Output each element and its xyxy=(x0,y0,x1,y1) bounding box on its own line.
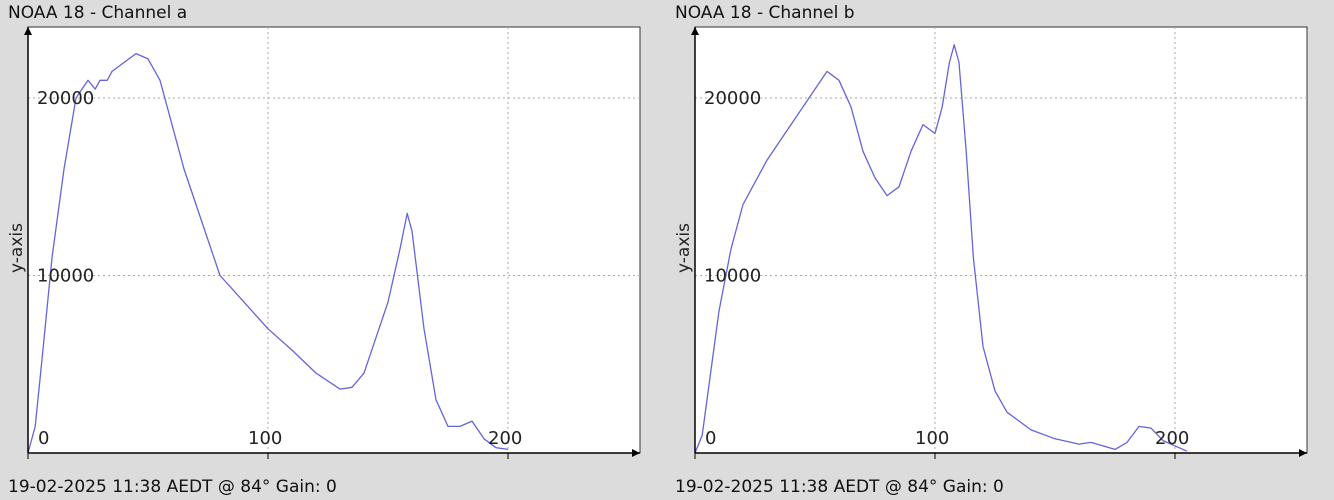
chart-title: NOAA 18 - Channel a xyxy=(8,3,188,23)
x-tick-label: 100 xyxy=(248,428,282,449)
status-footer: 19-02-2025 11:38 AEDT @ 84° Gain: 0 xyxy=(675,477,1004,497)
status-footer: 19-02-2025 11:38 AEDT @ 84° Gain: 0 xyxy=(8,477,337,497)
series-line xyxy=(694,44,1188,454)
y-axis-title: y-axis xyxy=(7,223,27,273)
chart-panel-a: NOAA 18 - Channel a 0 100 200 10000 20000 y-a… xyxy=(7,3,641,497)
x-tick-label: 0 xyxy=(38,428,49,449)
y-axis-title: y-axis xyxy=(674,223,694,273)
y-tick-label: 10000 xyxy=(37,266,94,287)
chart-panel-b: NOAA 18 - Channel b 0 100 200 10000 20000 y-a… xyxy=(667,0,1334,500)
y-axis-arrow xyxy=(691,27,699,35)
y-tick-label: 20000 xyxy=(37,88,94,109)
y-axis-arrow xyxy=(24,27,32,35)
y-tick-label: 20000 xyxy=(704,88,761,109)
chart-a-plot: 0 100 200 10000 20000 y-axis xyxy=(7,26,641,459)
chart-title: NOAA 18 - Channel b xyxy=(675,3,855,23)
plot-area xyxy=(27,26,641,454)
x-tick-label: 200 xyxy=(488,428,522,449)
series-line xyxy=(27,52,509,454)
x-tick-label: 100 xyxy=(915,428,949,449)
x-axis-arrow xyxy=(1299,449,1307,457)
x-tick-label: 0 xyxy=(705,428,716,449)
plot-area xyxy=(694,26,1308,454)
x-axis-arrow xyxy=(632,449,640,457)
chart-b-plot: 0 100 200 10000 20000 y-axis xyxy=(674,26,1308,459)
y-tick-label: 10000 xyxy=(704,266,761,287)
x-tick-label: 200 xyxy=(1155,428,1189,449)
